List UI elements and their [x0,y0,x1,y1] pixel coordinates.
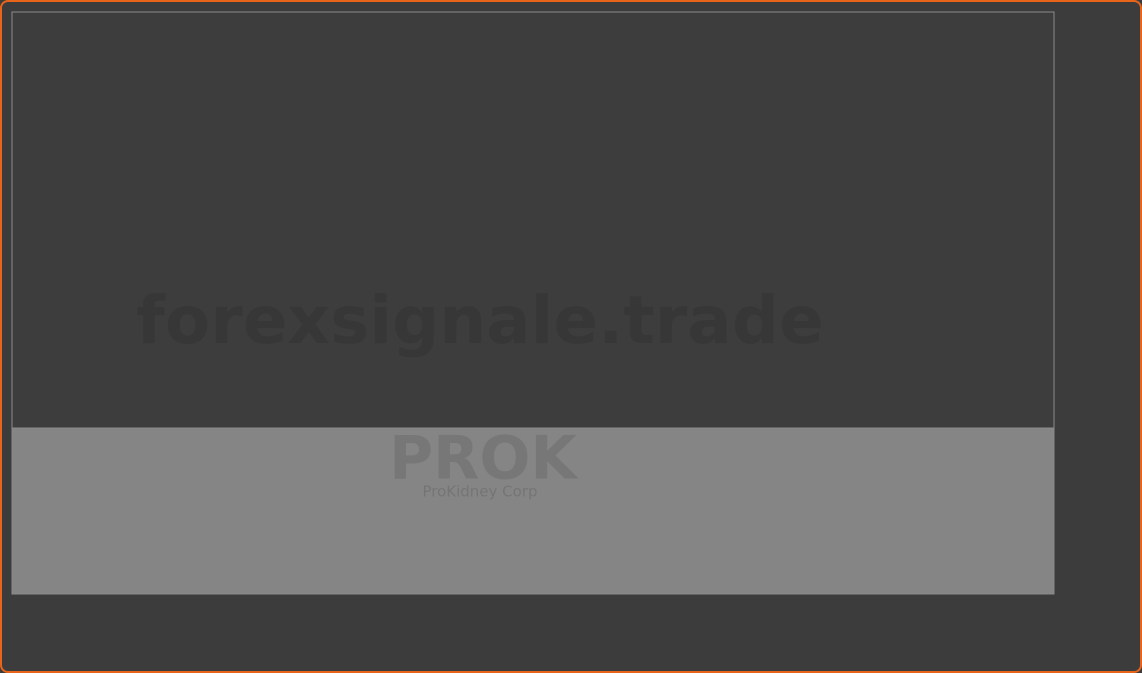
watermark: forexsignale.trade [136,282,824,359]
ticker-watermark: PROK [389,424,579,494]
volume-panel [11,427,1055,595]
price-panel [11,11,1055,429]
company-watermark: ProKidney Corp [422,483,537,501]
watermark-group: forexsignale.trade [136,282,824,359]
